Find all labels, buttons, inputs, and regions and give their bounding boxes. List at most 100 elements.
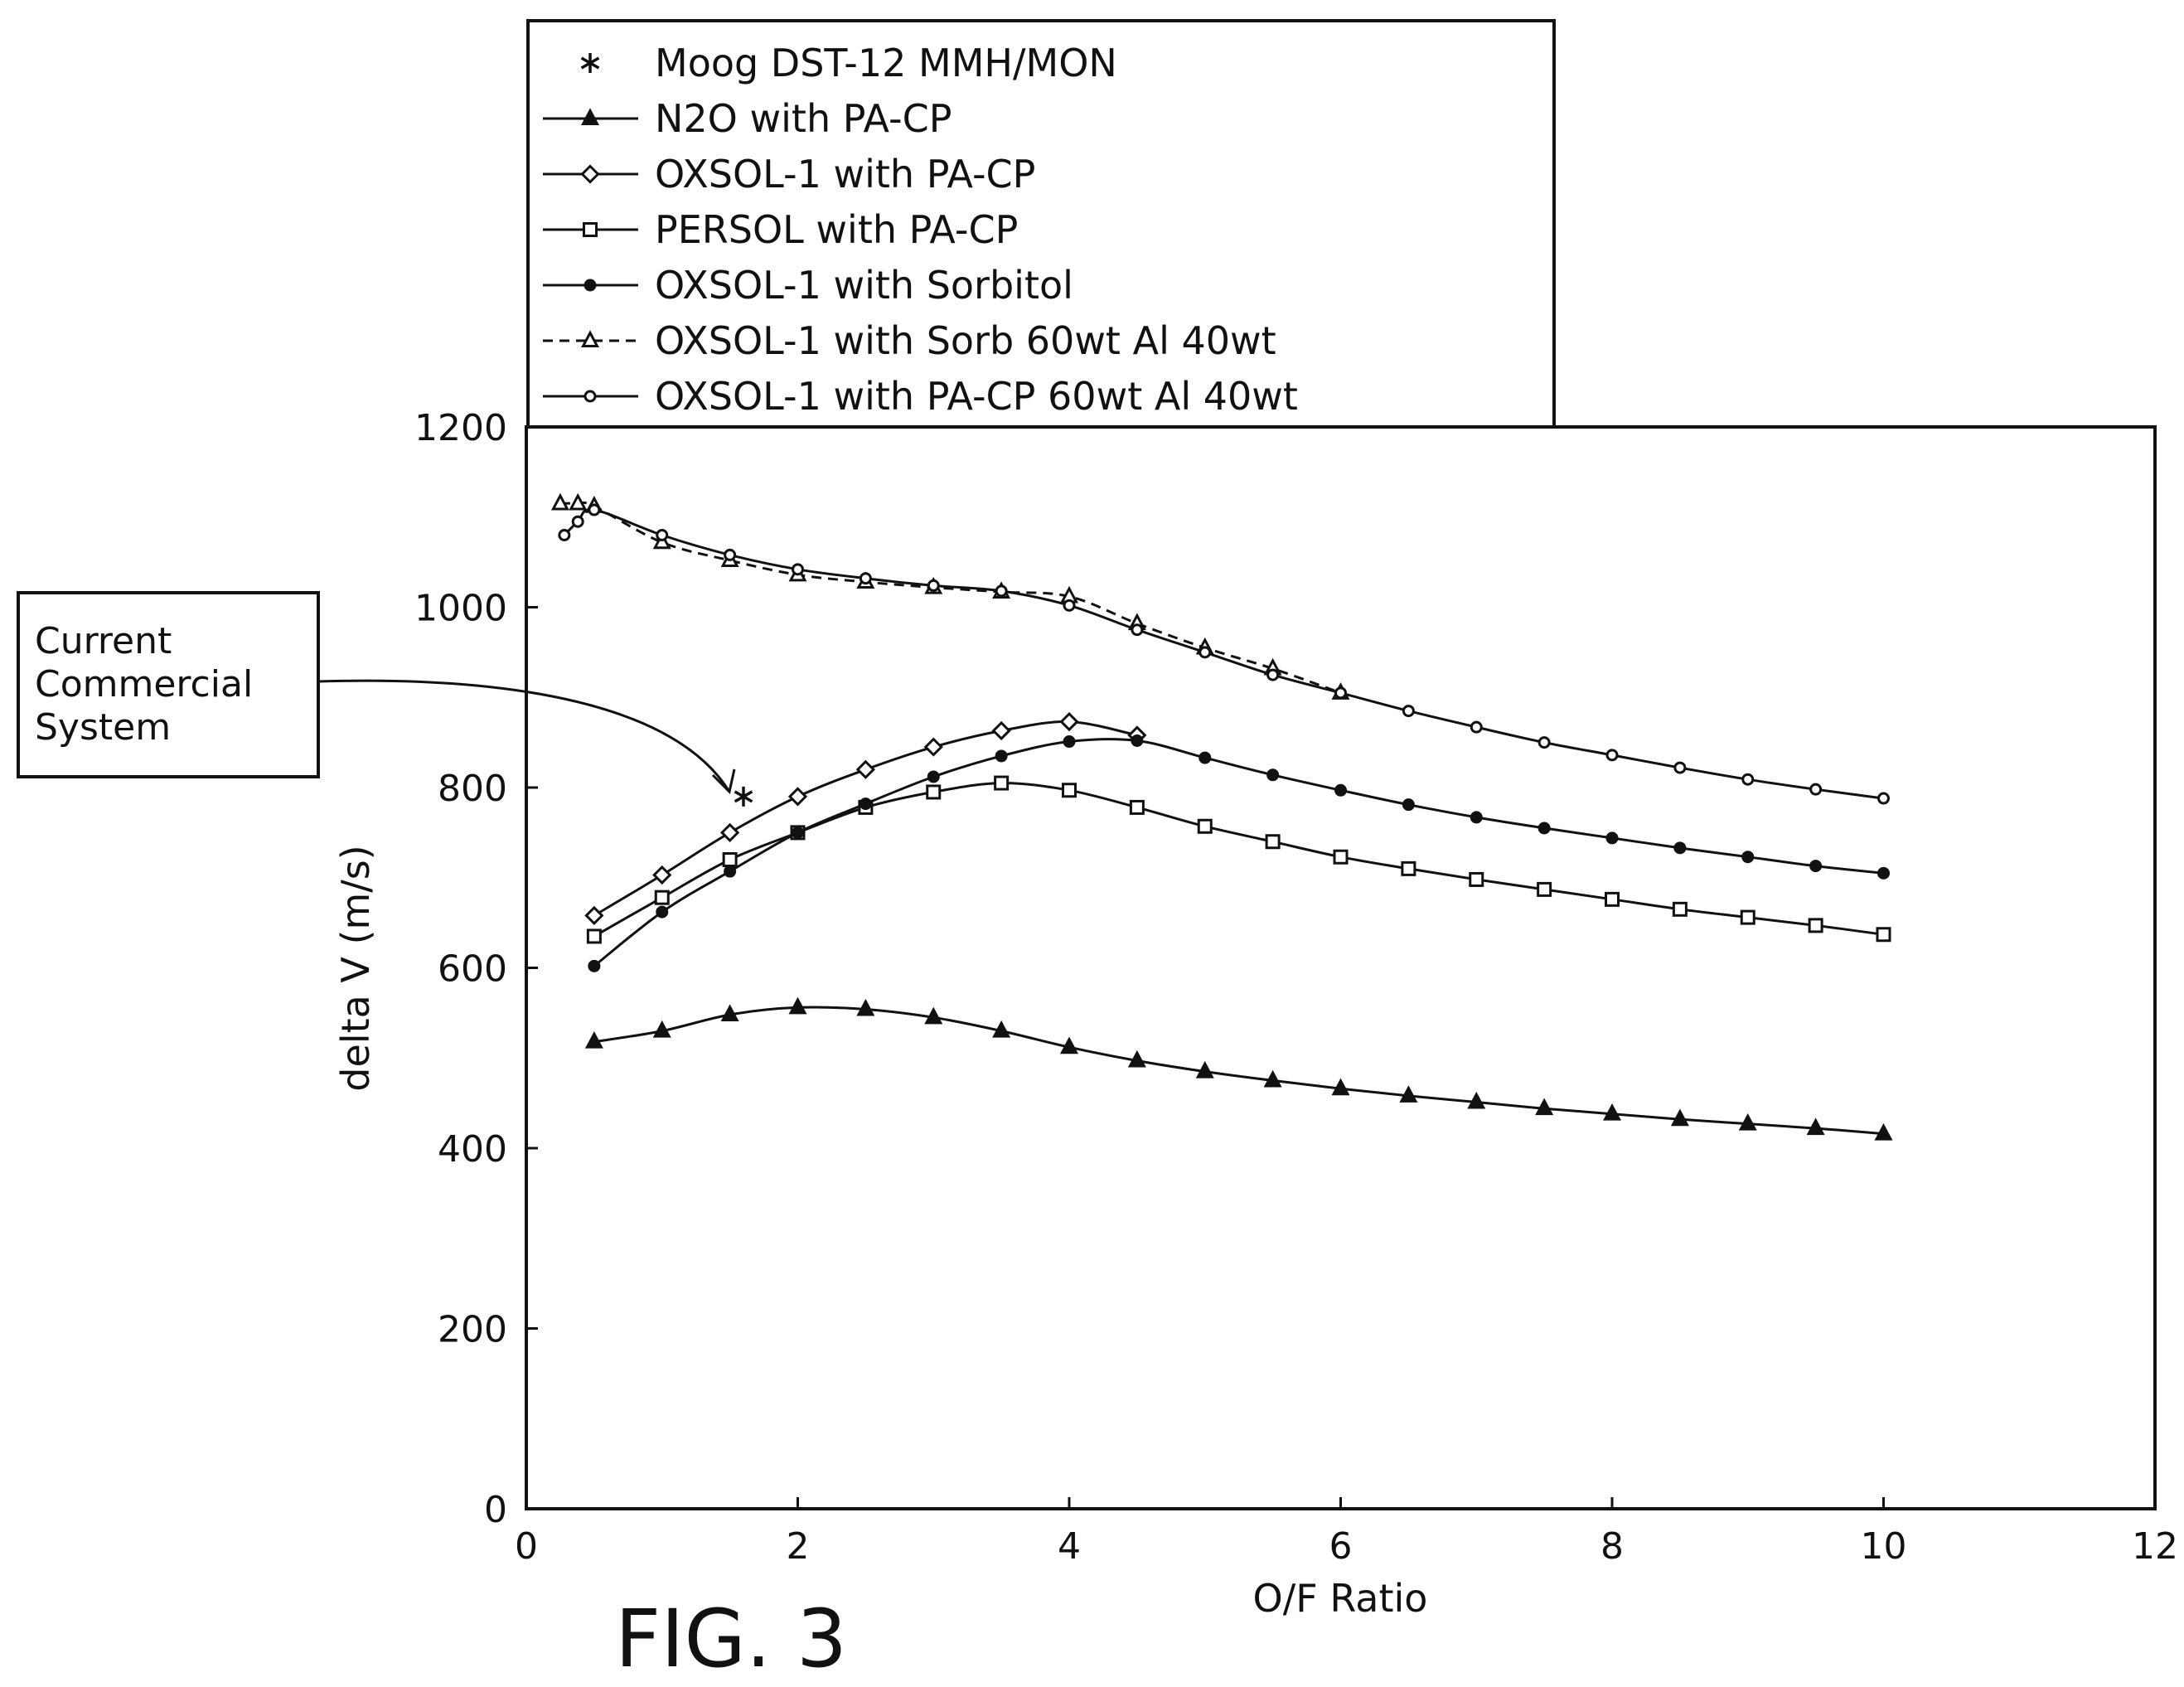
data-point — [1741, 773, 1755, 786]
data-point — [923, 737, 943, 757]
x-tick-label: 8 — [1600, 1525, 1624, 1568]
data-point — [584, 905, 604, 926]
data-point — [1266, 668, 1280, 681]
data-point — [1129, 799, 1145, 815]
data-point — [1876, 927, 1891, 943]
x-tick-label: 4 — [1058, 1525, 1081, 1568]
data-point — [652, 1020, 671, 1038]
data-point — [1195, 1060, 1214, 1079]
series-line — [593, 1006, 1884, 1136]
legend-entry: N2O with PA-CP — [543, 96, 952, 141]
data-point — [1535, 1098, 1554, 1116]
data-point — [1333, 849, 1349, 865]
data-point — [859, 797, 872, 811]
data-point — [586, 928, 602, 944]
data-point — [1399, 1085, 1418, 1103]
data-point — [720, 822, 740, 842]
data-point — [1334, 783, 1347, 797]
legend-label: OXSOL-1 with PA-CP — [655, 152, 1035, 196]
data-point — [1401, 860, 1416, 876]
data-point — [926, 784, 942, 800]
data-point — [652, 865, 672, 885]
data-point — [1063, 735, 1076, 749]
series-7 — [558, 503, 1890, 805]
data-point — [1740, 909, 1755, 925]
x-tick-label: 2 — [787, 1525, 810, 1568]
data-point — [1877, 792, 1890, 805]
data-point — [1131, 734, 1144, 747]
data-point — [1470, 720, 1483, 734]
data-point — [992, 1020, 1011, 1038]
y-tick-label: 1000 — [414, 588, 507, 630]
data-point — [1874, 1122, 1893, 1141]
data-point — [1402, 705, 1415, 718]
data-point — [1470, 811, 1483, 824]
series-line — [563, 508, 1884, 800]
callout-line-2: Commercial — [35, 663, 253, 705]
legend-label: OXSOL-1 with Sorbitol — [655, 263, 1073, 308]
callout-line-3: System — [35, 706, 171, 749]
legend-marker — [584, 279, 597, 292]
data-point — [1603, 1103, 1621, 1121]
data-point — [1402, 798, 1415, 812]
data-point — [1331, 1078, 1350, 1096]
y-tick-label: 600 — [438, 948, 507, 991]
data-point — [558, 529, 571, 541]
data-point — [1131, 623, 1144, 637]
data-point — [1672, 901, 1688, 917]
x-tick-label: 10 — [1861, 1525, 1907, 1568]
y-tick-label: 200 — [438, 1309, 507, 1351]
data-point — [1265, 834, 1281, 850]
series-5 — [588, 734, 1890, 972]
data-point — [724, 548, 737, 561]
data-point — [1063, 599, 1076, 612]
data-point — [1673, 761, 1687, 774]
data-point — [787, 787, 808, 807]
data-point — [1809, 783, 1823, 796]
data-point — [1538, 822, 1551, 835]
figure-label: FIG. 3 — [615, 1592, 847, 1685]
data-point — [792, 563, 804, 576]
data-point — [1062, 783, 1077, 798]
y-tick-label: 1200 — [414, 407, 507, 449]
y-tick-label: 400 — [438, 1128, 507, 1171]
data-point — [720, 1004, 739, 1022]
y-tick-label: 800 — [438, 768, 507, 810]
legend-marker — [580, 164, 600, 184]
data-point — [856, 998, 875, 1016]
data-point — [1060, 1036, 1078, 1054]
legend-label: OXSOL-1 with PA-CP 60wt Al 40wt — [655, 374, 1298, 419]
legend-label: OXSOL-1 with Sorb 60wt Al 40wt — [655, 318, 1276, 363]
legend-entry: OXSOL-1 with PA-CP — [543, 152, 1035, 196]
legend-entry: PERSOL with PA-CP — [543, 207, 1018, 252]
legend-marker — [581, 108, 599, 125]
legend-entry: OXSOL-1 with Sorb 60wt Al 40wt — [543, 318, 1276, 363]
x-axis-label: O/F Ratio — [1253, 1576, 1428, 1621]
data-point — [654, 890, 670, 905]
data-point — [1877, 866, 1890, 880]
data-point — [588, 959, 601, 972]
data-point — [1199, 751, 1212, 764]
series-1 — [734, 786, 753, 807]
x-tick-label: 6 — [1329, 1525, 1353, 1568]
legend-marker — [584, 390, 597, 403]
callout-line-1: Current — [35, 620, 172, 662]
ticks: 0 2 4 6 8 10 12 0 200 400 600 800 1000 1200 — [414, 407, 2178, 1568]
legend-marker — [581, 330, 599, 347]
data-point — [1467, 1091, 1486, 1109]
data-point — [1469, 871, 1484, 887]
data-point — [1127, 1050, 1146, 1068]
data-point — [1670, 1108, 1689, 1127]
data-point — [1808, 918, 1823, 933]
legend-entry: Moog DST-12 MMH/MON — [580, 41, 1117, 85]
data-point — [1809, 860, 1823, 873]
data-point — [927, 579, 940, 592]
data-point — [1738, 1113, 1757, 1131]
data-point — [994, 775, 1010, 791]
data-point — [1059, 711, 1079, 732]
data-point — [724, 865, 737, 878]
data-point — [734, 786, 753, 807]
data-point — [584, 1030, 603, 1049]
data-point — [995, 584, 1008, 598]
